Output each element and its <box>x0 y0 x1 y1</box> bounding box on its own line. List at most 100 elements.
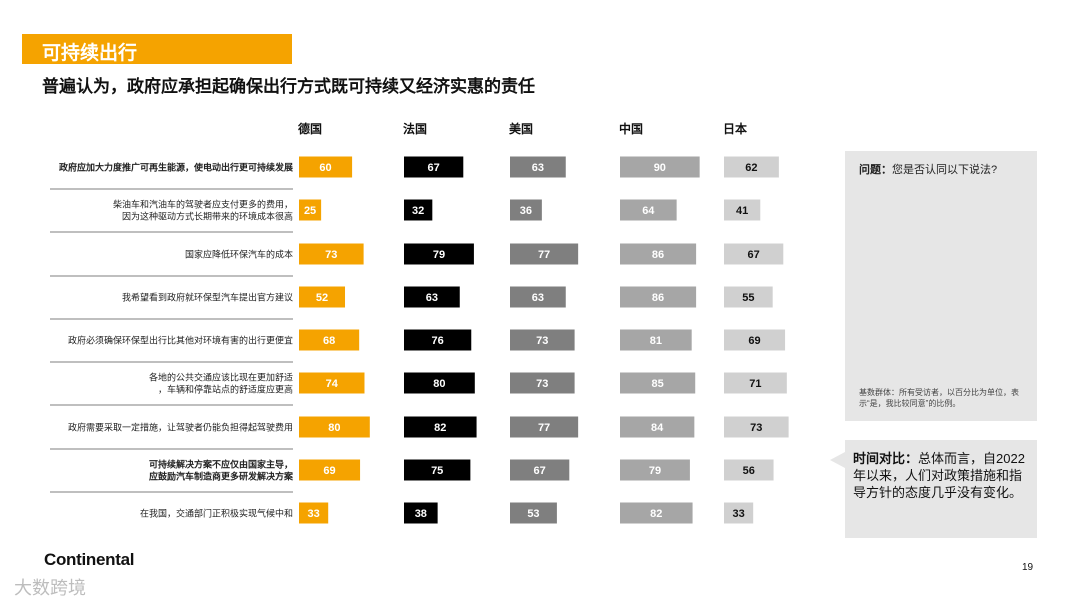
bar <box>299 372 365 394</box>
category-label: 政府需要采取一定措施，让驾驶者仍能负担得起驾驶费用 <box>68 422 293 433</box>
time-comparison-label: 时间对比： <box>853 451 919 466</box>
bar-value-label: 52 <box>316 292 328 304</box>
bar-value-label: 86 <box>652 249 664 261</box>
bar <box>510 459 570 481</box>
bar-value-label: 63 <box>426 292 438 304</box>
bar <box>404 156 464 178</box>
series-header: 法国 <box>403 121 427 136</box>
bar <box>404 199 433 221</box>
page-headline: 普遍认为，政府应承担起确保出行方式既可持续又经济实惠的责任 <box>42 77 535 96</box>
series-header: 美国 <box>509 121 533 136</box>
bar-value-label: 38 <box>415 508 427 520</box>
bar <box>510 416 579 438</box>
series-header: 德国 <box>298 121 322 136</box>
category-label: 在我国，交通部门正积极实现气候中和 <box>140 508 293 519</box>
bar-value-label: 64 <box>642 205 655 217</box>
bar <box>724 199 761 221</box>
bar <box>724 416 789 438</box>
bar <box>724 372 787 394</box>
bar-value-label: 73 <box>536 378 548 390</box>
bar-value-label: 32 <box>412 205 424 217</box>
bar <box>620 156 700 178</box>
bar <box>620 502 693 524</box>
bar-value-label: 25 <box>304 205 316 217</box>
time-comparison-panel: 时间对比：总体而言，自2022年以来，人们对政策措施和指导方针的态度几乎没有变化… <box>845 440 1037 538</box>
bar-value-label: 73 <box>750 422 762 434</box>
question-body: 您是否认同以下说法? <box>892 164 998 176</box>
page-number: 19 <box>1022 562 1034 573</box>
bar-value-label: 33 <box>307 508 319 520</box>
bar <box>620 199 677 221</box>
bar <box>510 199 542 221</box>
bar <box>724 243 784 265</box>
bar <box>620 329 692 351</box>
bar <box>299 243 364 265</box>
bar <box>299 459 361 481</box>
bar-value-label: 71 <box>749 378 761 390</box>
bar <box>299 502 329 524</box>
category-label: 国家应降低环保汽车的成本 <box>185 249 293 260</box>
bar-value-label: 74 <box>326 378 339 390</box>
bar-value-label: 33 <box>732 508 744 520</box>
bar-value-label: 76 <box>432 335 444 347</box>
bar <box>404 243 474 265</box>
bar-value-label: 73 <box>536 335 548 347</box>
bar-value-label: 36 <box>520 205 532 217</box>
bar <box>510 156 566 178</box>
bar <box>510 372 575 394</box>
bar-value-label: 82 <box>650 508 662 520</box>
bar <box>404 459 471 481</box>
bar-value-label: 85 <box>651 378 663 390</box>
bar <box>724 286 773 308</box>
bar <box>404 372 475 394</box>
bar <box>620 372 696 394</box>
bar <box>724 502 754 524</box>
base-note: 基数群体：所有受访者，以百分比为单位，表示“是，我比较同意”的比例。 <box>859 388 1019 408</box>
section-title: 可持续出行 <box>42 43 138 64</box>
bar <box>510 243 579 265</box>
category-label: 柴油车和汽油车的驾驶者应支付更多的费用，因为这种驱动方式长期带来的环境成本很高 <box>113 199 293 222</box>
category-label: 我希望看到政府就环保型汽车提出官方建议 <box>122 292 293 303</box>
bar-value-label: 75 <box>431 465 443 477</box>
bar <box>299 199 322 221</box>
bar <box>404 502 438 524</box>
question-text: 问题：您是否认同以下说法? <box>859 161 997 177</box>
bar-value-label: 84 <box>651 422 664 434</box>
bar-value-label: 73 <box>325 249 337 261</box>
series-header: 日本 <box>723 121 747 136</box>
bar <box>724 329 786 351</box>
bar-value-label: 77 <box>538 422 550 434</box>
question-panel: 问题：您是否认同以下说法? 基数群体：所有受访者，以百分比为单位，表示“是，我比… <box>845 151 1037 421</box>
bar-value-label: 80 <box>433 378 445 390</box>
brand-logo: Continental <box>44 550 135 569</box>
category-label: 政府必须确保环保型出行比其他对环境有害的出行更便宜 <box>68 335 293 346</box>
bar-value-label: 67 <box>534 465 546 477</box>
bar-value-label: 77 <box>538 249 550 261</box>
bar-value-label: 69 <box>748 335 760 347</box>
bar-value-label: 60 <box>319 162 331 174</box>
bar-value-label: 79 <box>649 465 661 477</box>
series-header: 中国 <box>619 121 643 136</box>
category-label: 政府应加大力度推广可再生能源，使电动出行更可持续发展 <box>59 162 293 173</box>
bar-value-label: 69 <box>323 465 335 477</box>
question-label: 问题： <box>859 164 892 176</box>
bar <box>510 502 557 524</box>
bar-value-label: 67 <box>428 162 440 174</box>
bar <box>299 156 353 178</box>
bar-value-label: 62 <box>745 162 757 174</box>
bar-value-label: 41 <box>736 205 748 217</box>
category-label: 可持续解决方案不应仅由国家主导，应鼓励汽车制造商更多研发解决方案 <box>149 459 294 482</box>
bar-value-label: 55 <box>742 292 754 304</box>
bar <box>510 329 575 351</box>
bar <box>620 286 697 308</box>
bar-value-label: 63 <box>532 162 544 174</box>
bar-value-label: 82 <box>434 422 446 434</box>
bar <box>404 416 477 438</box>
bar-value-label: 67 <box>748 249 760 261</box>
bar-value-label: 56 <box>743 465 755 477</box>
bar <box>510 286 566 308</box>
bar-value-label: 81 <box>650 335 662 347</box>
watermark: 大数跨境 <box>14 578 86 598</box>
bar <box>620 243 697 265</box>
